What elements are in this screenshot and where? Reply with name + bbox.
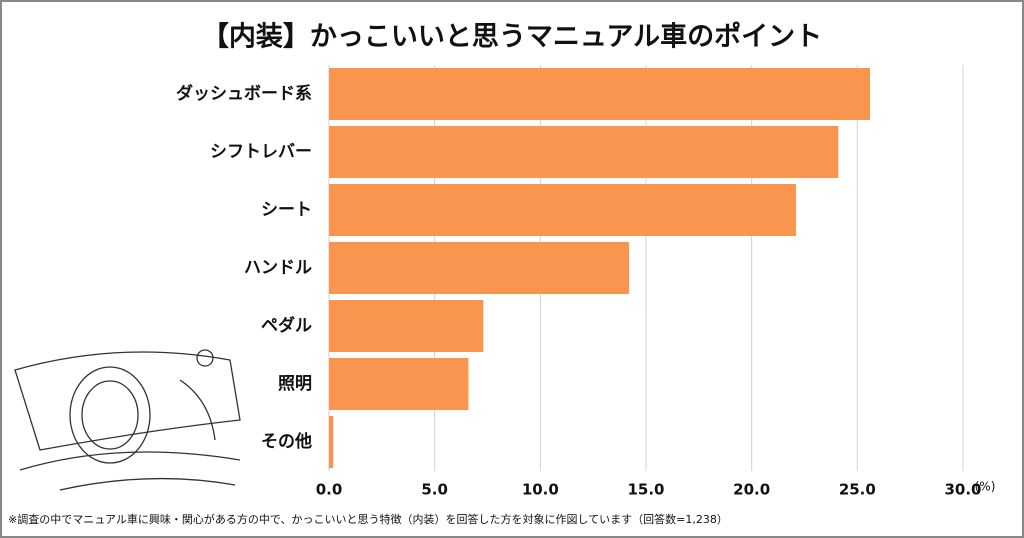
y-tick-label: その他 [261,431,312,452]
footnote: ※調査の中でマニュアル車に興味・関心がある方の中で、かっこいいと思う特徴（内装）… [8,512,728,526]
y-tick-label: ペダル [261,315,312,336]
x-tick-label: 30.0 [944,481,981,499]
bar [329,416,334,468]
y-tick-label: ハンドル [244,258,312,278]
unit-label: (%) [975,480,996,494]
bar [329,358,469,410]
y-tick-label: ダッシュボード系 [176,83,312,104]
chart-title: 【内装】かっこいいと思うマニュアル車のポイント [202,22,822,53]
x-tick-label: 15.0 [627,481,664,499]
x-tick-label: 5.0 [421,481,448,499]
bar [329,68,871,120]
y-tick-label: シート [261,200,312,220]
x-tick-label: 0.0 [316,481,343,499]
x-tick-label: 25.0 [839,481,876,499]
bar [329,184,797,236]
x-tick-label: 10.0 [522,481,559,499]
y-tick-label: シフトレバー [210,142,312,162]
bar [329,300,484,352]
car-interior-sketch [14,349,241,491]
bar [329,126,839,178]
bar [329,242,630,294]
y-tick-label: 照明 [278,374,312,394]
x-tick-label: 20.0 [733,481,770,499]
